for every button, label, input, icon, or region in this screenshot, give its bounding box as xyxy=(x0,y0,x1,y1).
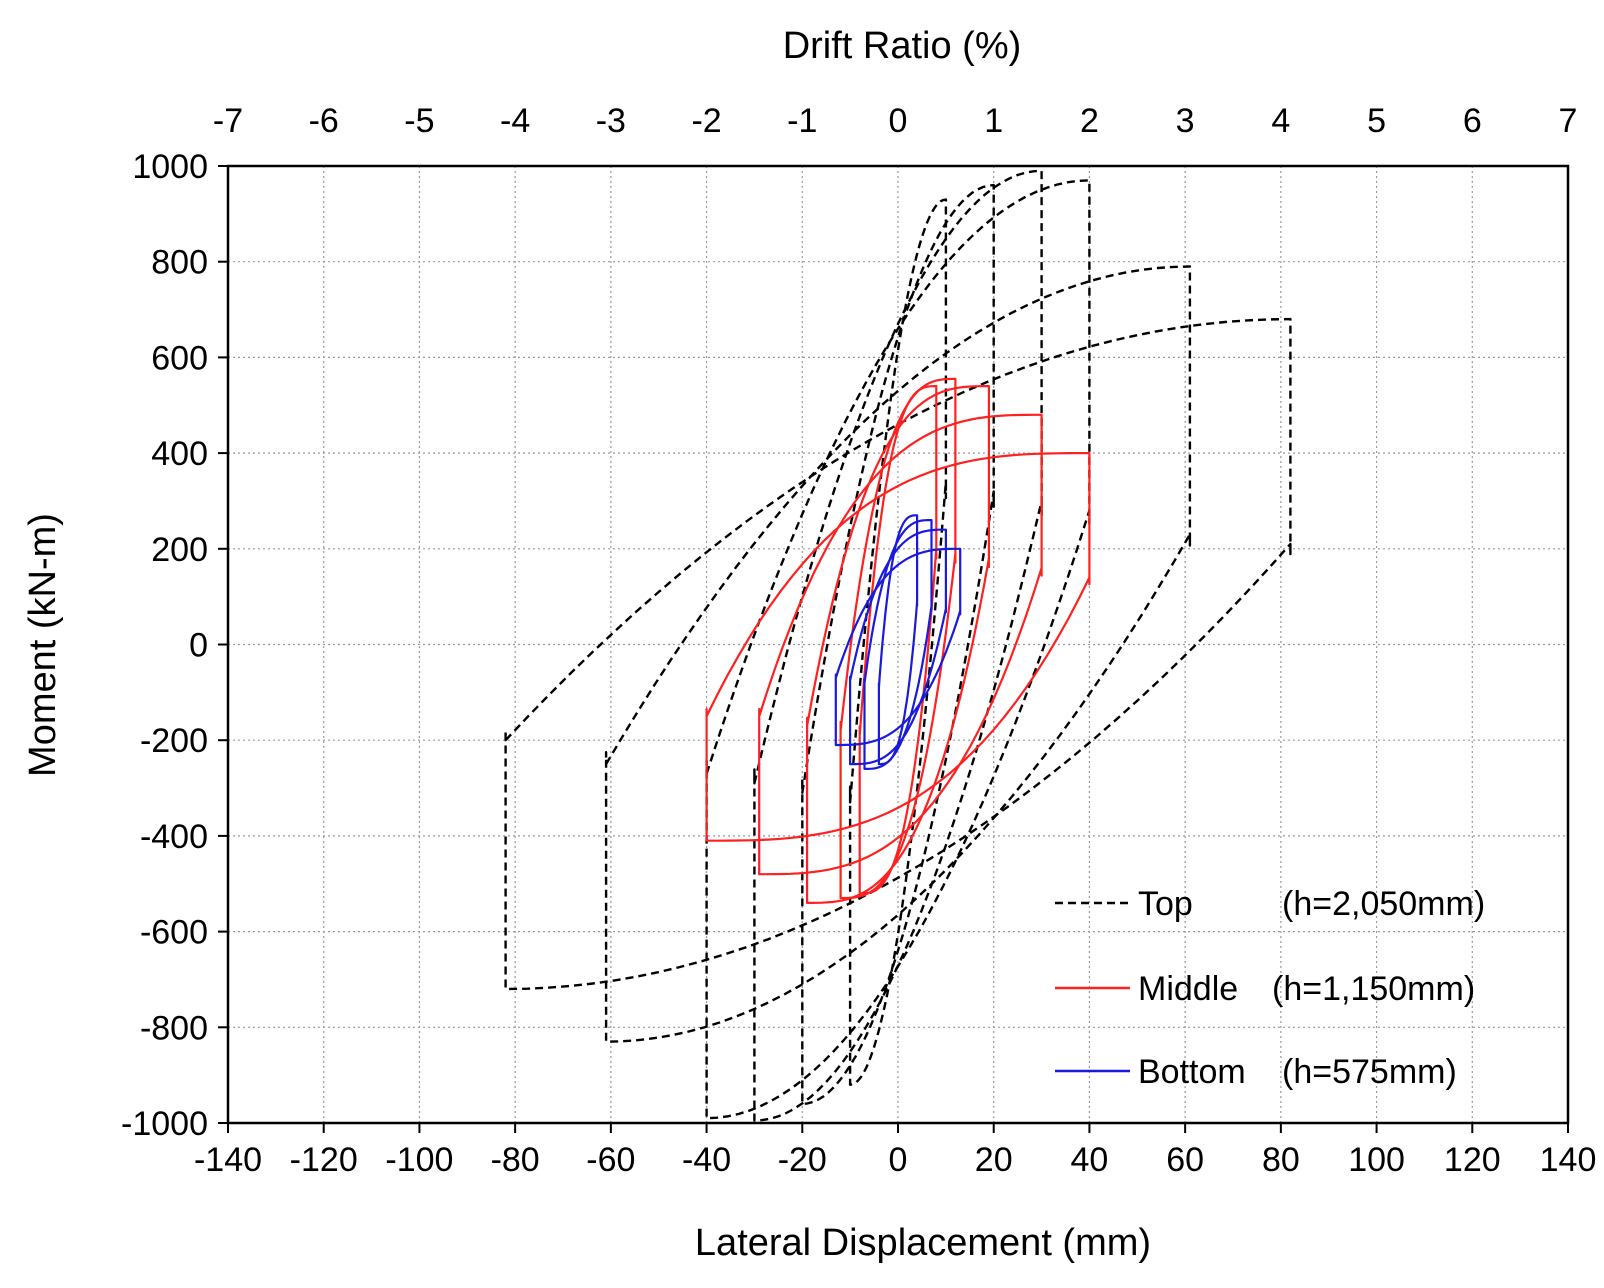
top-tick-label: 0 xyxy=(889,102,908,140)
loop-middle xyxy=(806,385,990,904)
x-tick-label: -100 xyxy=(385,1141,453,1179)
top-tick-label: -7 xyxy=(213,102,243,140)
y-tick-label: 600 xyxy=(151,339,208,377)
top-tick-label: -4 xyxy=(500,102,530,140)
x-tick-label: -40 xyxy=(682,1141,731,1179)
y-tick-label: -1000 xyxy=(121,1105,208,1143)
top-tick-label: 1 xyxy=(984,102,1003,140)
series-layer xyxy=(504,169,1292,1122)
x-tick-label: 40 xyxy=(1071,1141,1109,1179)
series-middle xyxy=(705,377,1091,904)
x-tick-label: -120 xyxy=(290,1141,358,1179)
legend-bottom-label: Bottom xyxy=(1138,1053,1246,1091)
y-tick-label: 1000 xyxy=(132,148,208,186)
loop-top xyxy=(753,169,1043,1122)
y-tick-label: 0 xyxy=(189,627,208,665)
loop-middle xyxy=(758,413,1043,876)
x-axis-title: Lateral Displacement (mm) xyxy=(695,1222,1151,1264)
x-tick-label: -140 xyxy=(194,1141,262,1179)
top-tick-label: 2 xyxy=(1080,102,1099,140)
ticks: -140 -120 -100 -80 -60 -40 -20 0 20 40 60 80 100 120 1… xyxy=(121,102,1596,1179)
legend-middle-detail: (h=1,150mm) xyxy=(1272,970,1475,1008)
y-axis-title: Moment (kN-m) xyxy=(22,513,64,777)
x-tick-label: 100 xyxy=(1348,1141,1405,1179)
x-tick-label: -80 xyxy=(491,1141,540,1179)
legend: Top (h=2,050mm) Middle (h=1,150mm) Botto… xyxy=(1055,885,1485,1091)
x-tick-label: 80 xyxy=(1262,1141,1300,1179)
top-tick-label: -2 xyxy=(691,102,721,140)
x-tick-label: -20 xyxy=(778,1141,827,1179)
x-tick-label: 0 xyxy=(889,1141,908,1179)
series-bottom xyxy=(834,514,962,770)
x-tick-label: 20 xyxy=(975,1141,1013,1179)
loop-bottom xyxy=(834,547,962,747)
top-tick-label: 3 xyxy=(1176,102,1195,140)
y-tick-label: -200 xyxy=(140,722,208,760)
loop-middle xyxy=(705,452,1091,842)
legend-top-detail: (h=2,050mm) xyxy=(1282,885,1485,923)
top-tick-label: -6 xyxy=(309,102,339,140)
top-tick-label: 7 xyxy=(1559,102,1578,140)
y-tick-label: -800 xyxy=(140,1009,208,1047)
y-tick-label: 800 xyxy=(151,244,208,282)
top-tick-label: 4 xyxy=(1271,102,1290,140)
top-tick-label: -1 xyxy=(787,102,817,140)
top-axis-title: Drift Ratio (%) xyxy=(783,25,1022,67)
legend-bottom-detail: (h=575mm) xyxy=(1282,1053,1457,1091)
top-tick-label: -5 xyxy=(404,102,434,140)
top-tick-label: -3 xyxy=(596,102,626,140)
top-tick-label: 6 xyxy=(1463,102,1482,140)
x-tick-label: 60 xyxy=(1166,1141,1204,1179)
top-tick-label: 5 xyxy=(1367,102,1386,140)
loop-middle xyxy=(839,377,957,900)
y-tick-label: -600 xyxy=(140,914,208,952)
legend-top-label: Top xyxy=(1138,885,1193,923)
y-tick-label: 200 xyxy=(151,531,208,569)
x-tick-label: -60 xyxy=(586,1141,635,1179)
y-tick-label: -400 xyxy=(140,818,208,856)
x-tick-label: 140 xyxy=(1540,1141,1597,1179)
loop-top xyxy=(504,317,1292,991)
x-tick-label: 120 xyxy=(1444,1141,1501,1179)
legend-middle-label: Middle xyxy=(1138,970,1238,1008)
loop-bottom xyxy=(849,528,947,766)
y-tick-label: 400 xyxy=(151,435,208,473)
